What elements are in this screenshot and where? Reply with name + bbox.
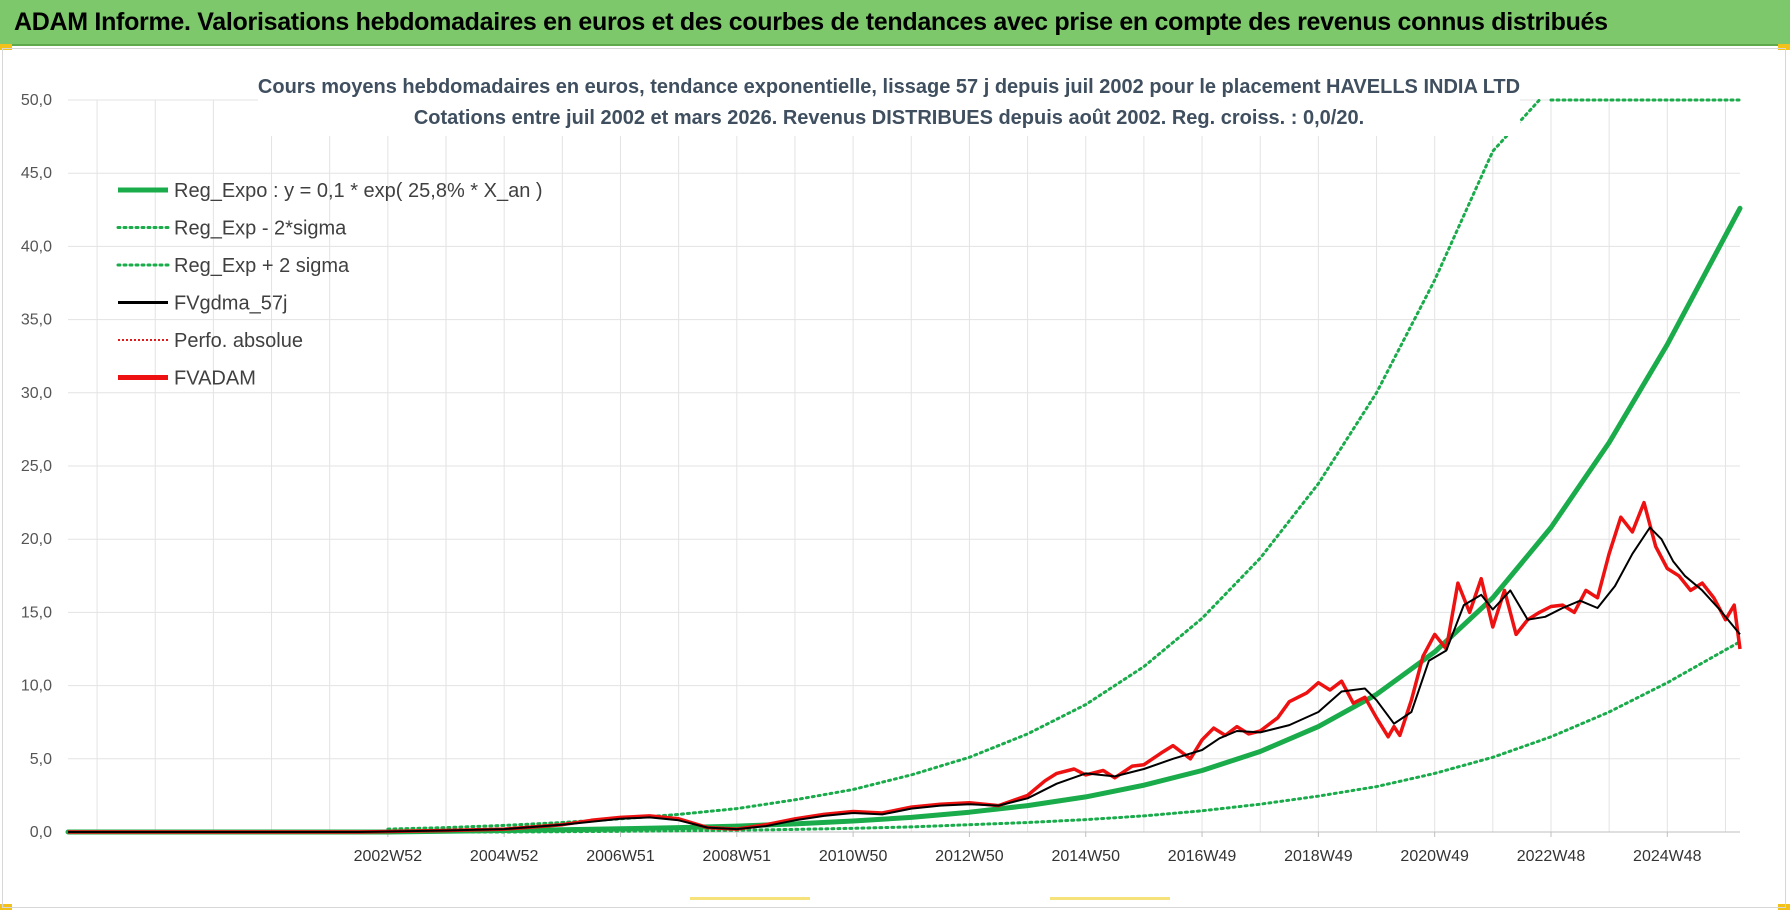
series-line-fvgdma-57j <box>68 526 1741 833</box>
x-tick-label: 2006W51 <box>586 848 655 865</box>
x-tick-label: 2018W49 <box>1284 848 1353 865</box>
x-tick-label: 2022W48 <box>1517 848 1586 865</box>
gridlines <box>68 99 1740 833</box>
y-tick-label: 40,0 <box>21 238 52 255</box>
series-group <box>65 98 1743 835</box>
legend-label: Reg_Expo : y = 0,1 * exp( 25,8% * X_an ) <box>174 180 543 202</box>
chart-title-line-2: Cotations entre juil 2002 et mars 2026. … <box>414 107 1364 129</box>
chart-title-line-1: Cours moyens hebdomadaires en euros, ten… <box>258 76 1520 98</box>
legend-label: Reg_Exp + 2 sigma <box>174 255 350 277</box>
legend-item-fvadam: FVADAM <box>118 368 256 390</box>
chart-frame <box>2 48 1786 908</box>
x-tick-label: 2024W48 <box>1633 848 1702 865</box>
series-line-reg-expo <box>65 205 1743 835</box>
report-title: ADAM Informe. Valorisations hebdomadaire… <box>14 8 1608 36</box>
legend-item-perfo: Perfo. absolue <box>118 330 303 352</box>
corner-marker-top-left <box>0 44 12 50</box>
x-tick-label: 2002W52 <box>354 848 423 865</box>
y-tick-label: 20,0 <box>21 531 52 548</box>
y-tick-label: 45,0 <box>21 165 52 182</box>
x-tick-label: 2014W50 <box>1051 848 1120 865</box>
y-tick-label: 0,0 <box>30 824 52 841</box>
x-tick-label: 2012W50 <box>935 848 1004 865</box>
series-line-fvadam <box>68 500 1742 834</box>
bottom-accent-mark-1 <box>690 897 810 900</box>
header-banner: ADAM Informe. Valorisations hebdomadaire… <box>0 0 1790 46</box>
y-tick-label: 30,0 <box>21 385 52 402</box>
y-tick-label: 10,0 <box>21 678 52 695</box>
legend: Reg_Expo : y = 0,1 * exp( 25,8% * X_an )… <box>116 180 543 390</box>
x-tick-label: 2010W50 <box>819 848 888 865</box>
legend-label: Perfo. absolue <box>174 330 303 352</box>
axes: 0,0 5,0 10,0 15,0 20,0 25,0 30,0 35,0 40,0 45,0 50… <box>21 92 1740 865</box>
legend-item-reg_expo: Reg_Expo : y = 0,1 * exp( 25,8% * X_an ) <box>118 180 543 202</box>
series-line-reg-exp-2-sigma <box>386 98 1541 831</box>
bottom-accent-mark-2 <box>1050 897 1170 900</box>
legend-item-lower: Reg_Exp - 2*sigma <box>116 218 347 240</box>
corner-marker-top-right <box>1778 44 1790 50</box>
legend-label: FVADAM <box>174 368 256 390</box>
legend-item-upper: Reg_Exp + 2 sigma <box>116 255 350 277</box>
legend-label: FVgdma_57j <box>174 293 287 315</box>
series-line-reg-exp-2-sigma <box>386 640 1742 834</box>
x-tick-label: 2008W51 <box>703 848 772 865</box>
y-tick-label: 50,0 <box>21 92 52 109</box>
y-tick-label: 25,0 <box>21 458 52 475</box>
x-tick-label: 2016W49 <box>1168 848 1237 865</box>
legend-label: Reg_Exp - 2*sigma <box>174 218 347 240</box>
y-tick-label: 15,0 <box>21 604 52 621</box>
y-tick-label: 35,0 <box>21 312 52 329</box>
title-background <box>258 68 1520 136</box>
x-tick-label: 2004W52 <box>470 848 539 865</box>
y-tick-label: 5,0 <box>30 751 52 768</box>
x-tick-label: 2020W49 <box>1400 848 1469 865</box>
legend-item-fvgdma: FVgdma_57j <box>118 293 287 315</box>
